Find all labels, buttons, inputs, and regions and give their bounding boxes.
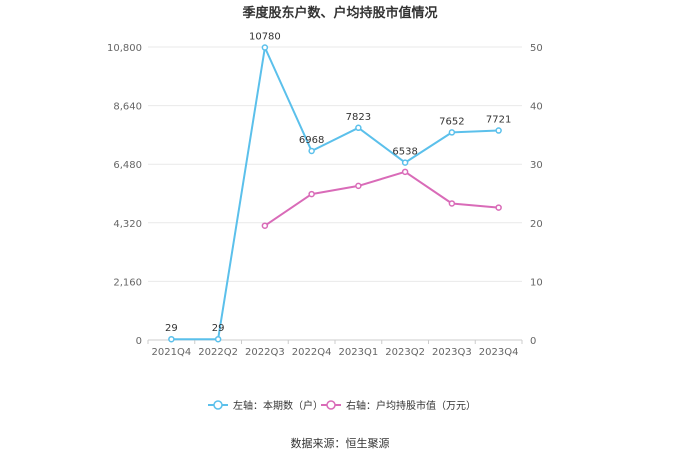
left-tick-label: 4,320 xyxy=(113,219,142,230)
right-tick-label: 50 xyxy=(530,43,543,54)
data-point xyxy=(168,335,175,343)
legend-item-2[interactable]: 右轴：户均持股市值（万元） xyxy=(321,399,476,412)
data-point xyxy=(448,129,456,136)
data-point xyxy=(308,190,315,198)
data-label: 7823 xyxy=(346,112,371,123)
x-tick-label: 2022Q4 xyxy=(292,347,332,358)
series-lines xyxy=(168,44,502,343)
x-tick-label: 2023Q2 xyxy=(385,347,425,358)
data-labels: 29 29 10780 6968 7823 6538 7652 7721 xyxy=(165,32,511,335)
data-point xyxy=(355,182,362,190)
x-tick-label: 2021Q4 xyxy=(152,347,192,358)
data-label: 6538 xyxy=(392,147,417,158)
x-tick-label: 2023Q3 xyxy=(432,347,472,358)
data-point xyxy=(308,147,315,155)
series-line-1 xyxy=(171,46,499,341)
data-label: 7652 xyxy=(439,116,464,127)
right-tick-label: 10 xyxy=(530,277,543,288)
grid xyxy=(148,46,522,341)
legend-swatch-marker xyxy=(213,400,223,410)
left-tick-label: 10,800 xyxy=(107,43,142,54)
data-point xyxy=(495,127,502,134)
x-tick-label: 2023Q4 xyxy=(479,347,519,358)
data-point xyxy=(448,200,456,207)
legend-item-1[interactable]: 左轴：本期数（户） xyxy=(208,399,323,412)
x-tick-label: 2023Q1 xyxy=(339,347,379,358)
left-axis: 0 2,160 4,320 6,480 8,640 10,800 xyxy=(107,43,142,347)
data-point xyxy=(401,159,409,166)
left-tick-label: 2,160 xyxy=(113,277,142,288)
data-point xyxy=(214,335,222,343)
legend-label: 右轴：户均持股市值（万元） xyxy=(346,399,476,412)
data-label: 29 xyxy=(212,323,225,334)
x-tick-label: 2022Q3 xyxy=(245,347,285,358)
data-label: 29 xyxy=(165,323,178,334)
data-point xyxy=(401,168,409,176)
chart-title: 季度股东户数、户均持股市值情况 xyxy=(241,5,437,21)
data-point xyxy=(355,124,362,132)
data-point xyxy=(495,204,502,211)
data-label: 7721 xyxy=(486,115,511,126)
right-tick-label: 20 xyxy=(530,219,543,230)
legend-label: 左轴：本期数（户） xyxy=(233,399,323,412)
x-axis: 2021Q4 2022Q2 2022Q3 2022Q4 2023Q1 2023Q2 2023… xyxy=(147,340,523,358)
right-tick-label: 40 xyxy=(530,102,543,113)
source-note: 数据来源：恒生聚源 xyxy=(291,436,390,450)
right-axis: 0 10 20 30 40 50 xyxy=(530,43,543,347)
legend[interactable]: 左轴：本期数（户） 右轴：户均持股市值（万元） xyxy=(208,399,476,412)
data-label: 10780 xyxy=(249,32,281,43)
right-tick-label: 30 xyxy=(530,160,543,171)
data-point xyxy=(261,222,269,229)
legend-swatch-marker xyxy=(326,400,336,410)
right-tick-label: 0 xyxy=(530,336,536,347)
series-line-2 xyxy=(264,170,499,227)
left-tick-label: 0 xyxy=(136,336,142,347)
left-tick-label: 8,640 xyxy=(113,102,142,113)
data-label: 6968 xyxy=(299,135,324,146)
data-point xyxy=(261,44,269,51)
left-tick-label: 6,480 xyxy=(113,160,142,171)
x-tick-label: 2022Q2 xyxy=(198,347,238,358)
